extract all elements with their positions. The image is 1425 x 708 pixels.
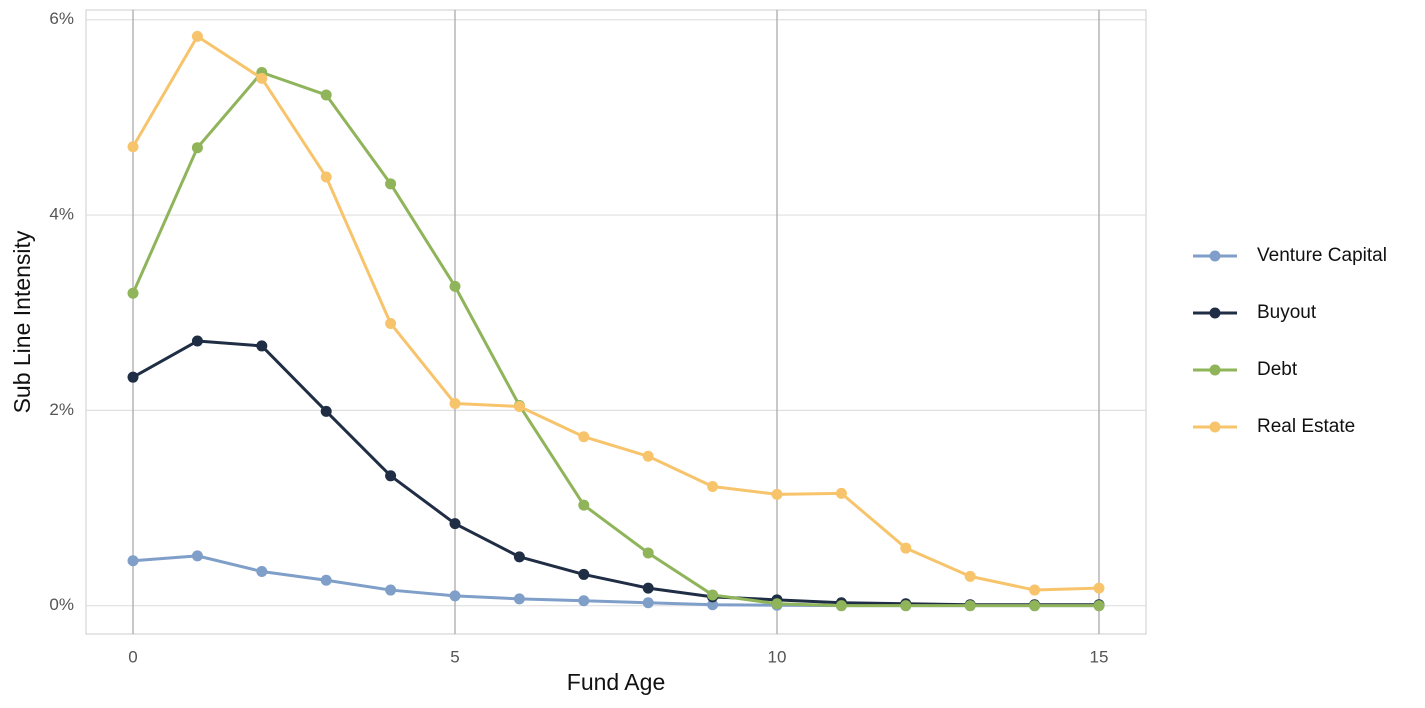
legend-swatch [1209, 250, 1221, 262]
data-point [1029, 600, 1041, 612]
data-point [835, 487, 847, 499]
data-point [191, 550, 203, 562]
data-point [1029, 584, 1041, 596]
y-tick-label: 2% [49, 400, 74, 419]
data-point [578, 568, 590, 580]
x-tick-label: 15 [1090, 647, 1109, 666]
data-point [127, 287, 139, 299]
data-point [385, 584, 397, 596]
x-axis-title: Fund Age [567, 669, 665, 695]
data-point [256, 340, 268, 352]
data-point [513, 400, 525, 412]
data-point [513, 593, 525, 605]
data-point [320, 171, 332, 183]
x-tick-label: 0 [128, 647, 137, 666]
data-point [900, 542, 912, 554]
y-tick-label: 6% [49, 9, 74, 28]
data-point [642, 547, 654, 559]
data-point [449, 518, 461, 530]
legend-swatch [1209, 307, 1221, 319]
data-point [707, 481, 719, 493]
data-point [771, 598, 783, 610]
y-tick-label: 4% [49, 205, 74, 224]
data-point [449, 280, 461, 292]
y-axis-title: Sub Line Intensity [9, 230, 35, 413]
data-point [578, 431, 590, 443]
data-point [320, 574, 332, 586]
legend-swatch [1209, 421, 1221, 433]
data-point [835, 600, 847, 612]
series-line [131, 34, 1100, 592]
data-point [256, 566, 268, 578]
data-point [964, 600, 976, 612]
data-point [191, 142, 203, 154]
data-point [642, 582, 654, 594]
data-point [1093, 582, 1105, 594]
y-tick-label: 0% [49, 595, 74, 614]
series-line [131, 70, 1099, 608]
data-point [642, 450, 654, 462]
data-point [707, 589, 719, 601]
data-point [385, 178, 397, 190]
data-point [127, 371, 139, 383]
legend-label: Real Estate [1257, 416, 1355, 437]
series-line [132, 339, 1099, 607]
data-point [642, 597, 654, 609]
data-point [449, 590, 461, 602]
data-point [771, 488, 783, 500]
data-point [707, 599, 719, 611]
legend-label: Venture Capital [1257, 245, 1387, 266]
data-point [449, 398, 461, 410]
data-point [578, 595, 590, 607]
data-point [127, 555, 139, 567]
x-tick-label: 5 [450, 647, 459, 666]
data-point [127, 141, 139, 153]
panel-border [85, 9, 1147, 635]
data-point [385, 317, 397, 329]
legend-label: Buyout [1257, 302, 1317, 323]
x-tick-label: 10 [768, 647, 787, 666]
data-point [191, 30, 203, 42]
data-point [320, 405, 332, 417]
data-point [578, 499, 590, 511]
data-point [900, 600, 912, 612]
data-point [513, 551, 525, 563]
legend-swatch [1209, 364, 1221, 376]
data-point [320, 89, 332, 101]
data-point [191, 335, 203, 347]
legend-label: Debt [1257, 359, 1298, 380]
data-point [1093, 600, 1105, 612]
data-point [385, 470, 397, 482]
data-point [256, 72, 268, 84]
data-point [964, 570, 976, 582]
